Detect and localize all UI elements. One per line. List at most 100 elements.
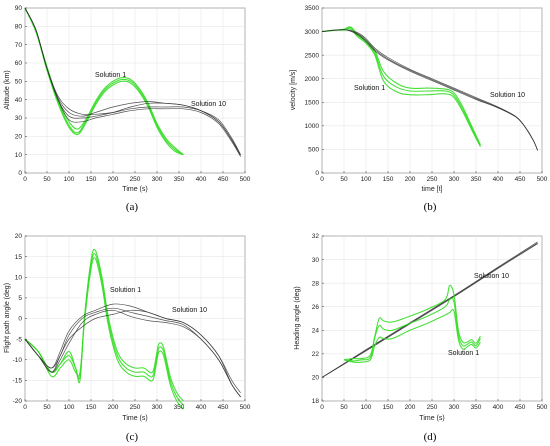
x-tick-label: 500 <box>537 176 548 183</box>
y-tick-label: 20 <box>312 375 320 382</box>
x-tick-label: 450 <box>515 404 526 411</box>
x-tick-label: 150 <box>383 404 394 411</box>
y-tick-label: 90 <box>15 5 23 12</box>
panel-c-ylabel: Flight path angle (deg) <box>4 283 11 353</box>
panel-c-annotation-solution-1: Solution 1 <box>110 287 141 294</box>
panel-a-caption: (a) <box>126 201 139 213</box>
series-line-green-2 <box>321 27 481 146</box>
panel-a-ticks: 0 50 100 150 200 250 300 350 400 450 500 0 10 20 30 40 5… <box>15 5 251 183</box>
series-line-black-7 <box>24 7 241 157</box>
y-tick-label: 60 <box>15 60 23 67</box>
x-tick-label: 100 <box>361 176 372 183</box>
panel-d-annotation-solution-1: Solution 1 <box>448 350 479 357</box>
y-tick-label: 1500 <box>305 99 320 106</box>
panel-d-ylabel: Heading angle (deg) <box>294 286 301 349</box>
panel-d: 0 50 100 150 200 250 300 350 400 450 500 18 20 22 24 26… <box>294 233 548 443</box>
x-tick-label: 100 <box>64 404 75 411</box>
x-tick-label: 350 <box>174 404 185 411</box>
y-tick-label: 50 <box>15 79 23 86</box>
series-line-black-7 <box>24 309 241 398</box>
x-tick-label: 300 <box>449 176 460 183</box>
x-tick-label: 0 <box>23 404 27 411</box>
panel-d-ticks: 0 50 100 150 200 250 300 350 400 450 500 18 20 22 24 26… <box>312 233 548 411</box>
x-tick-label: 50 <box>43 176 51 183</box>
series-line-green-6 <box>343 309 481 363</box>
panel-c-xlabel: Time (s) <box>122 415 147 422</box>
x-tick-label: 0 <box>23 176 27 183</box>
x-tick-label: 200 <box>108 176 119 183</box>
y-tick-label: -5 <box>16 336 22 343</box>
x-tick-label: 200 <box>108 404 119 411</box>
series-line-green-5 <box>343 297 481 362</box>
y-tick-label: 500 <box>308 147 319 154</box>
y-tick-label: 18 <box>312 398 320 405</box>
panel-a-grid <box>24 7 246 174</box>
x-tick-label: 150 <box>86 176 97 183</box>
x-tick-label: 400 <box>196 404 207 411</box>
y-tick-label: 20 <box>15 233 23 240</box>
series-line-black-3 <box>321 243 538 378</box>
x-tick-label: 50 <box>340 176 348 183</box>
series-line-black-1 <box>321 242 538 378</box>
series-line-green-3 <box>321 28 481 147</box>
panel-a-ylabel: Altitude (km) <box>4 70 11 109</box>
panel-b-xlabel: time [t] <box>421 186 442 193</box>
x-tick-label: 250 <box>427 176 438 183</box>
y-tick-label: 28 <box>312 280 320 287</box>
panel-d-grid <box>321 235 543 402</box>
series-line-green-1 <box>321 26 481 145</box>
series-line-black-5 <box>24 307 241 398</box>
panel-a-xlabel: Time (s) <box>122 186 147 193</box>
panel-c: 0 50 100 150 200 250 300 350 400 450 500-20-15-10-… <box>4 233 251 443</box>
panel-d-caption: (d) <box>424 431 437 443</box>
x-tick-label: 300 <box>449 404 460 411</box>
panel-c-annotation-solution-10: Solution 10 <box>172 307 207 314</box>
series-line-green-2 <box>24 252 184 406</box>
x-tick-label: 450 <box>218 404 229 411</box>
x-tick-label: 350 <box>174 176 185 183</box>
panel-c-caption: (c) <box>126 431 139 443</box>
x-tick-label: 500 <box>537 404 548 411</box>
x-tick-label: 450 <box>515 176 526 183</box>
x-tick-label: 150 <box>383 176 394 183</box>
y-tick-label: 2500 <box>305 52 320 59</box>
x-tick-label: 400 <box>196 176 207 183</box>
x-tick-label: 500 <box>240 404 251 411</box>
x-tick-label: 400 <box>493 176 504 183</box>
panel-b-ylabel: velocity [m/s] <box>290 70 297 111</box>
y-tick-label: -15 <box>13 378 23 385</box>
x-tick-label: 150 <box>86 404 97 411</box>
y-tick-label: 70 <box>15 42 23 49</box>
y-tick-label: 30 <box>15 115 23 122</box>
x-tick-label: 250 <box>130 176 141 183</box>
x-tick-label: 50 <box>43 404 51 411</box>
series-line-black-6 <box>321 29 538 151</box>
x-tick-label: 200 <box>405 404 416 411</box>
panel-a-annotation-solution-1: Solution 1 <box>95 72 126 79</box>
panel-d-xlabel: Time (s) <box>419 415 444 422</box>
series-line-green-2 <box>24 7 184 156</box>
y-tick-label: 0 <box>18 170 22 177</box>
y-tick-label: 26 <box>312 304 320 311</box>
panel-b: 0 50 100 150 200 250 300 350 400 450 500 0 500 1000 15… <box>290 5 548 213</box>
y-tick-label: 30 <box>312 257 320 264</box>
y-tick-label: 32 <box>312 233 320 240</box>
y-tick-label: 10 <box>15 152 23 159</box>
panel-d-annotation-solution-10: Solution 10 <box>474 273 509 280</box>
y-tick-label: 24 <box>312 327 320 334</box>
x-tick-label: 100 <box>64 176 75 183</box>
y-tick-label: 15 <box>15 254 23 261</box>
y-tick-label: 22 <box>312 351 320 358</box>
y-tick-label: -20 <box>13 398 23 405</box>
panel-b-annotation-solution-10: Solution 10 <box>490 92 525 99</box>
x-tick-label: 300 <box>152 404 163 411</box>
y-tick-label: 40 <box>15 97 23 104</box>
panel-a: 0 50 100 150 200 250 300 350 400 450 500 0 10 20 30 40 5… <box>4 5 251 213</box>
x-tick-label: 450 <box>218 176 229 183</box>
x-tick-label: 50 <box>340 404 348 411</box>
panel-a-lines <box>24 7 241 157</box>
panel-c-lines <box>24 248 241 410</box>
x-tick-label: 200 <box>405 176 416 183</box>
y-tick-label: 0 <box>18 316 22 323</box>
